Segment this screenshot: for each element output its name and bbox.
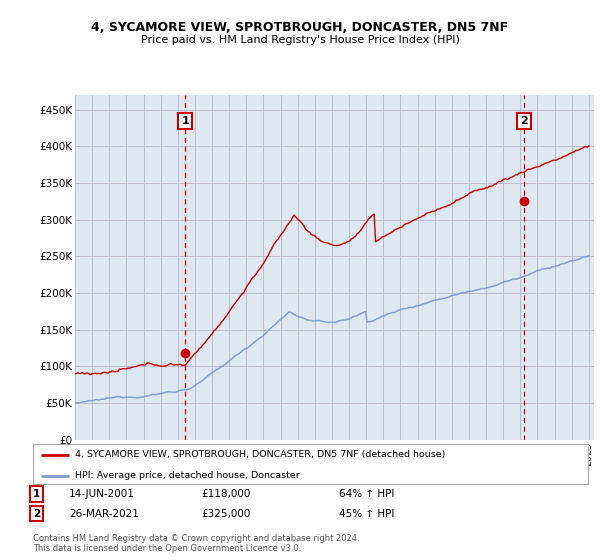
Text: 2: 2	[520, 116, 528, 126]
Text: 64% ↑ HPI: 64% ↑ HPI	[339, 489, 394, 499]
Text: 1: 1	[182, 116, 190, 126]
Text: 45% ↑ HPI: 45% ↑ HPI	[339, 508, 394, 519]
Text: 4, SYCAMORE VIEW, SPROTBROUGH, DONCASTER, DN5 7NF (detached house): 4, SYCAMORE VIEW, SPROTBROUGH, DONCASTER…	[74, 450, 445, 459]
Text: 2: 2	[33, 508, 40, 519]
Text: £118,000: £118,000	[201, 489, 250, 499]
Text: 14-JUN-2001: 14-JUN-2001	[69, 489, 135, 499]
Text: HPI: Average price, detached house, Doncaster: HPI: Average price, detached house, Donc…	[74, 471, 299, 480]
Text: 4, SYCAMORE VIEW, SPROTBROUGH, DONCASTER, DN5 7NF: 4, SYCAMORE VIEW, SPROTBROUGH, DONCASTER…	[91, 21, 509, 34]
Text: 1: 1	[33, 489, 40, 499]
Text: £325,000: £325,000	[201, 508, 250, 519]
Text: Price paid vs. HM Land Registry's House Price Index (HPI): Price paid vs. HM Land Registry's House …	[140, 35, 460, 45]
Text: 26-MAR-2021: 26-MAR-2021	[69, 508, 139, 519]
Text: Contains HM Land Registry data © Crown copyright and database right 2024.
This d: Contains HM Land Registry data © Crown c…	[33, 534, 359, 553]
